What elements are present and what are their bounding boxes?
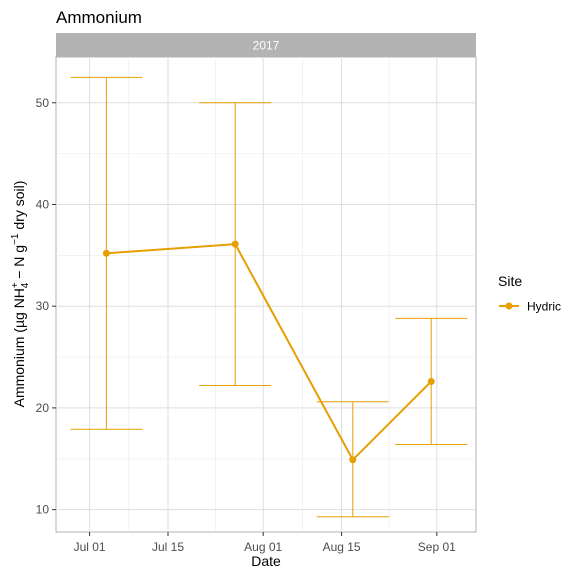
- data-point: [231, 240, 239, 248]
- y-tick-label: 30: [36, 299, 50, 313]
- series-layer: [70, 76, 468, 518]
- data-point: [427, 377, 435, 385]
- y-axis-ticks: 10 20 30 40 50: [36, 96, 56, 517]
- legend-entry-hydric: Hydric: [527, 300, 561, 314]
- y-tick-label: 50: [36, 96, 50, 110]
- legend-key-point: [505, 302, 513, 310]
- facet-strip: [56, 33, 476, 57]
- x-tick-label: Sep 01: [418, 540, 456, 554]
- data-point: [349, 456, 357, 464]
- x-tick-label: Jul 01: [74, 540, 106, 554]
- chart-title: Ammonium: [56, 8, 142, 27]
- x-axis-ticks: Jul 01 Jul 15 Aug 01 Aug 15 Sep 01: [74, 532, 456, 554]
- y-tick-label: 10: [36, 503, 50, 517]
- y-tick-label: 20: [36, 401, 50, 415]
- plot-panel: [55, 56, 477, 533]
- x-axis-title: Date: [251, 553, 281, 569]
- grid-minor: [56, 57, 476, 532]
- x-tick-label: Aug 15: [323, 540, 361, 554]
- x-tick-label: Aug 01: [244, 540, 282, 554]
- series-line-hydric: [106, 243, 432, 462]
- data-point: [102, 249, 110, 257]
- y-tick-label: 40: [36, 197, 50, 211]
- legend-title: Site: [498, 273, 522, 289]
- x-tick-label: Jul 15: [152, 540, 184, 554]
- facet-label: 2017: [253, 39, 280, 53]
- y-axis-title: Ammonium (µg NH+4 − N g−1 dry soil): [10, 181, 31, 408]
